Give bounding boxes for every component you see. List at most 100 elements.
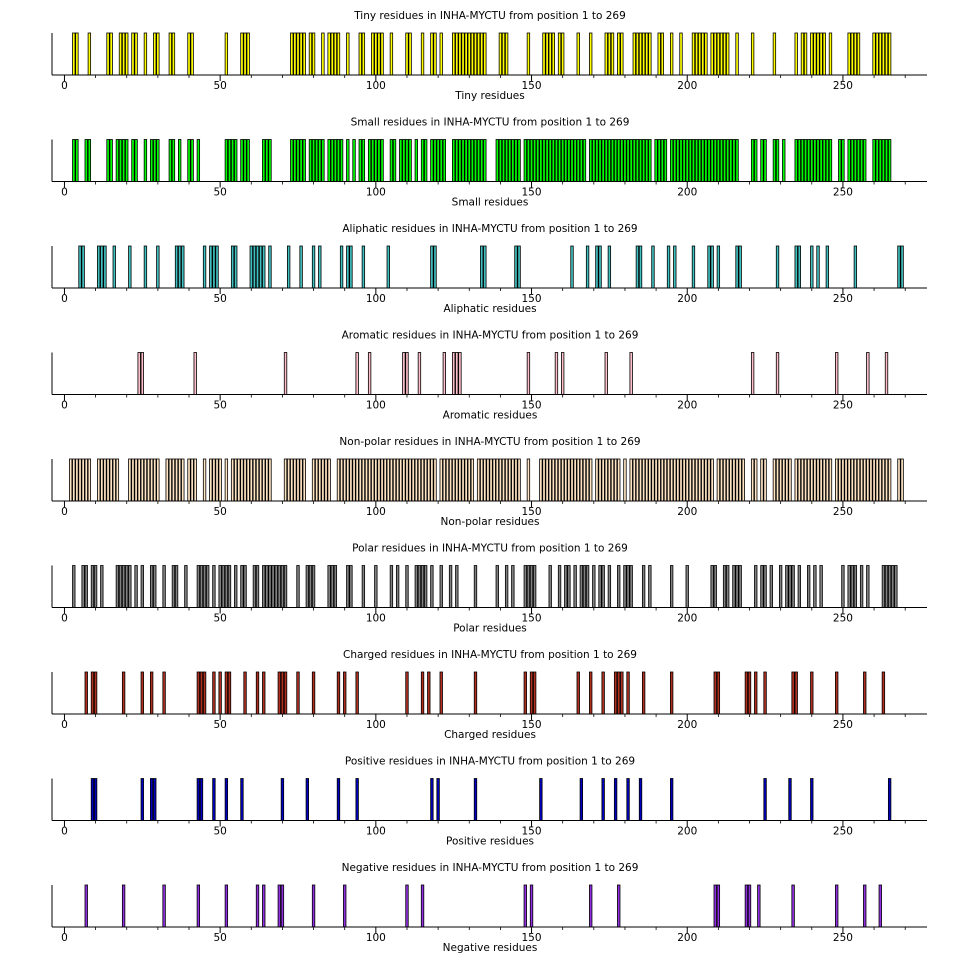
residue-bar [607, 245, 612, 289]
residue-bar [856, 139, 861, 182]
panel-title: Polar residues in INHA-MYCTU from positi… [352, 543, 628, 555]
residue-bar [819, 32, 823, 76]
residue-bar [442, 458, 446, 502]
residue-bar [732, 139, 736, 182]
residue-bar [389, 458, 394, 502]
residue-bar [859, 458, 864, 502]
residue-bar [810, 671, 814, 715]
residue-bar [72, 458, 76, 502]
residue-bar [283, 352, 288, 395]
residue-bar [212, 458, 216, 502]
residue-bar [171, 565, 176, 608]
x-tick-label: 150 [522, 506, 542, 518]
residue-bar [788, 458, 792, 502]
residue-bar [442, 139, 446, 182]
residue-bar [782, 139, 786, 182]
residue-bar [585, 565, 590, 608]
residue-bar [224, 139, 229, 182]
residue-bar [84, 139, 88, 182]
residue-bar [610, 32, 615, 76]
residue-bar [109, 32, 113, 76]
residue-bar [732, 458, 736, 502]
residue-bar [343, 458, 347, 502]
residue-bar [97, 245, 101, 289]
residue-bar [343, 884, 347, 928]
residue-bar [436, 778, 440, 821]
residue-bar [339, 458, 344, 502]
residue-bar [277, 565, 281, 608]
residue-bar [900, 245, 904, 289]
residue-bar [735, 245, 739, 289]
residue-bar [754, 671, 758, 715]
residue-bar [227, 565, 232, 608]
residue-bar [262, 245, 266, 289]
residue-bar [810, 139, 814, 182]
residue-bar [408, 139, 412, 182]
residue-bar [106, 458, 110, 502]
residue-bar [685, 139, 689, 182]
residue-bar [87, 139, 92, 182]
residue-panel-4: Aromatic residues in INHA-MYCTU from pos… [51, 330, 927, 422]
residue-bar [187, 32, 191, 76]
residue-bar [190, 32, 194, 76]
residue-bar [458, 32, 462, 76]
residue-bar [613, 778, 618, 821]
residue-bar [632, 139, 636, 182]
residue-bar [243, 671, 247, 715]
residue-bar [744, 884, 749, 928]
residue-bar [299, 32, 303, 76]
residue-bar [255, 245, 260, 289]
residue-bar [716, 458, 721, 502]
residue-bar [710, 458, 714, 502]
residue-bar [629, 458, 633, 502]
residue-bar [224, 32, 229, 76]
residue-bar [738, 458, 742, 502]
residue-bar [850, 565, 854, 608]
residue-bar [835, 458, 839, 502]
residue-bar [819, 139, 823, 182]
residue-bar [196, 139, 201, 182]
residue-bar [620, 671, 624, 715]
residue-bar [747, 671, 752, 715]
residue-bar [641, 32, 646, 76]
residue-bar [430, 458, 434, 502]
residue-bar [822, 458, 826, 502]
residue-bar [707, 139, 711, 182]
residue-bar [878, 32, 882, 76]
residue-bar [557, 139, 562, 182]
residue-bar [853, 458, 858, 502]
residue-bar [794, 245, 798, 289]
residue-bar [601, 565, 605, 608]
residue-bar [427, 458, 431, 502]
residue-bar [673, 245, 677, 289]
residue-bar [458, 458, 462, 502]
residue-bar [230, 245, 235, 289]
residue-bar [532, 565, 537, 608]
residue-bar [732, 565, 736, 608]
residue-bar [835, 884, 839, 928]
residue-bar [371, 458, 375, 502]
residue-bar [629, 352, 633, 395]
residue-bar [564, 458, 568, 502]
residue-bar [610, 458, 615, 502]
residue-bar [850, 32, 854, 76]
residue-bar [452, 139, 456, 182]
panel-title: Aliphatic residues in INHA-MYCTU from po… [342, 223, 637, 235]
residue-bar [613, 671, 618, 715]
residue-bar [476, 32, 481, 76]
residue-bar [199, 565, 204, 608]
x-tick-label: 250 [833, 506, 853, 518]
residue-bar [803, 32, 808, 76]
residue-bar [545, 139, 549, 182]
residue-bar [582, 139, 587, 182]
x-axis-label: Non-polar residues [440, 516, 539, 528]
residue-bar [691, 32, 696, 76]
residue-bar [576, 671, 580, 715]
residue-bar [835, 352, 839, 395]
residue-bar [149, 778, 154, 821]
residue-bar [607, 139, 612, 182]
residue-bar [561, 352, 565, 395]
residue-bar [399, 139, 403, 182]
residue-bar [476, 458, 481, 502]
residue-bar [495, 139, 499, 182]
